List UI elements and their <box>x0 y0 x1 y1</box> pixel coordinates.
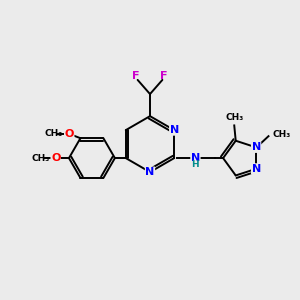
Text: O: O <box>64 129 74 139</box>
Text: N: N <box>146 167 154 177</box>
Text: O: O <box>51 153 60 163</box>
Text: H: H <box>192 160 199 169</box>
Text: CH₃: CH₃ <box>225 113 243 122</box>
Text: N: N <box>169 125 179 135</box>
Text: CH₃: CH₃ <box>31 154 50 163</box>
Text: N: N <box>191 153 200 163</box>
Text: CH₃: CH₃ <box>45 129 63 138</box>
Text: F: F <box>160 71 168 81</box>
Text: F: F <box>132 71 140 81</box>
Text: N: N <box>251 164 261 174</box>
Text: CH₃: CH₃ <box>273 130 291 139</box>
Text: N: N <box>251 142 261 152</box>
